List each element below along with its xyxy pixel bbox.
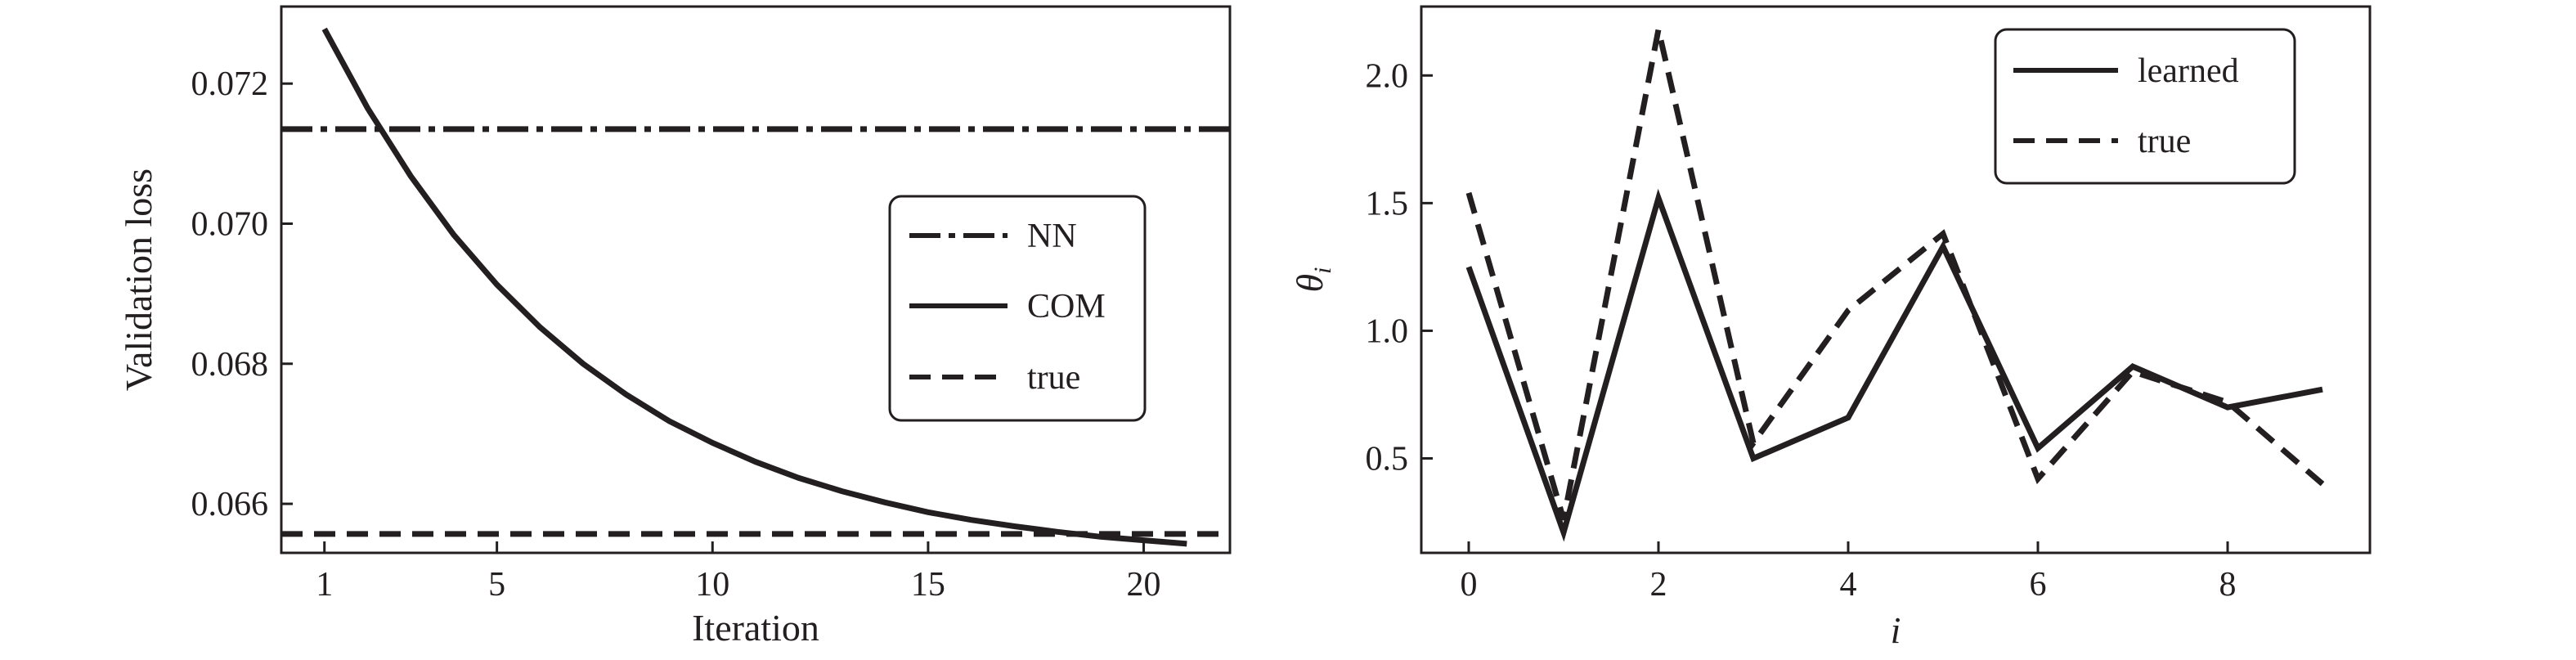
right-y-axis-label: θi <box>1289 267 1336 293</box>
left-x-axis-label: Iteration <box>692 607 819 649</box>
left-legend: NN COM true <box>888 195 1147 422</box>
right-plot-lines <box>1465 29 2325 542</box>
right-x-tick-label: 4 <box>1840 566 1857 604</box>
left-y-tick-label: 0.066 <box>191 486 269 523</box>
legend-label-true-right: true <box>2138 123 2191 160</box>
right-x-tick-label: 8 <box>2219 566 2237 604</box>
left-plot-frame <box>280 5 1232 554</box>
left-plot-lines <box>281 27 1230 547</box>
left-y-axis-label: Validation loss <box>118 168 159 391</box>
legend-label-com: COM <box>1027 288 1106 326</box>
left-legend-box <box>888 195 1147 422</box>
right-plot-frame <box>1420 5 2372 554</box>
legend-label-true-left: true <box>1027 359 1080 397</box>
right-x-tick-label: 2 <box>1650 566 1667 604</box>
right-y-tick-label: 2.0 <box>1366 57 1409 95</box>
right-axis-ticks: 0 2 4 6 8 0.5 1.0 1.5 2.0 <box>1366 57 2237 604</box>
left-x-tick-label: 1 <box>316 566 333 604</box>
legend-label-nn: NN <box>1027 218 1077 255</box>
theta-panel: 0 2 4 6 8 0.5 1.0 1.5 2.0 i θi learned true <box>1289 5 2372 651</box>
left-y-tick-label: 0.070 <box>191 205 269 243</box>
left-y-tick-label: 0.072 <box>191 65 269 103</box>
right-y-tick-label: 0.5 <box>1366 441 1409 478</box>
right-legend: learned true <box>1994 28 2296 185</box>
left-x-tick-label: 10 <box>695 566 729 604</box>
right-series-learned-line <box>1465 188 2323 542</box>
right-x-tick-label: 0 <box>1461 566 1478 604</box>
right-x-axis-label: i <box>1891 609 1901 651</box>
legend-label-learned: learned <box>2138 52 2239 90</box>
left-x-tick-label: 15 <box>911 566 945 604</box>
right-y-tick-label: 1.5 <box>1366 185 1409 222</box>
right-series-true-line <box>1465 29 2325 521</box>
right-x-tick-label: 6 <box>2030 566 2047 604</box>
left-x-tick-label: 5 <box>488 566 505 604</box>
left-x-tick-label: 20 <box>1127 566 1161 604</box>
left-series-com-line <box>321 27 1187 547</box>
right-y-tick-label: 1.0 <box>1366 312 1409 350</box>
left-y-tick-label: 0.068 <box>191 346 269 384</box>
